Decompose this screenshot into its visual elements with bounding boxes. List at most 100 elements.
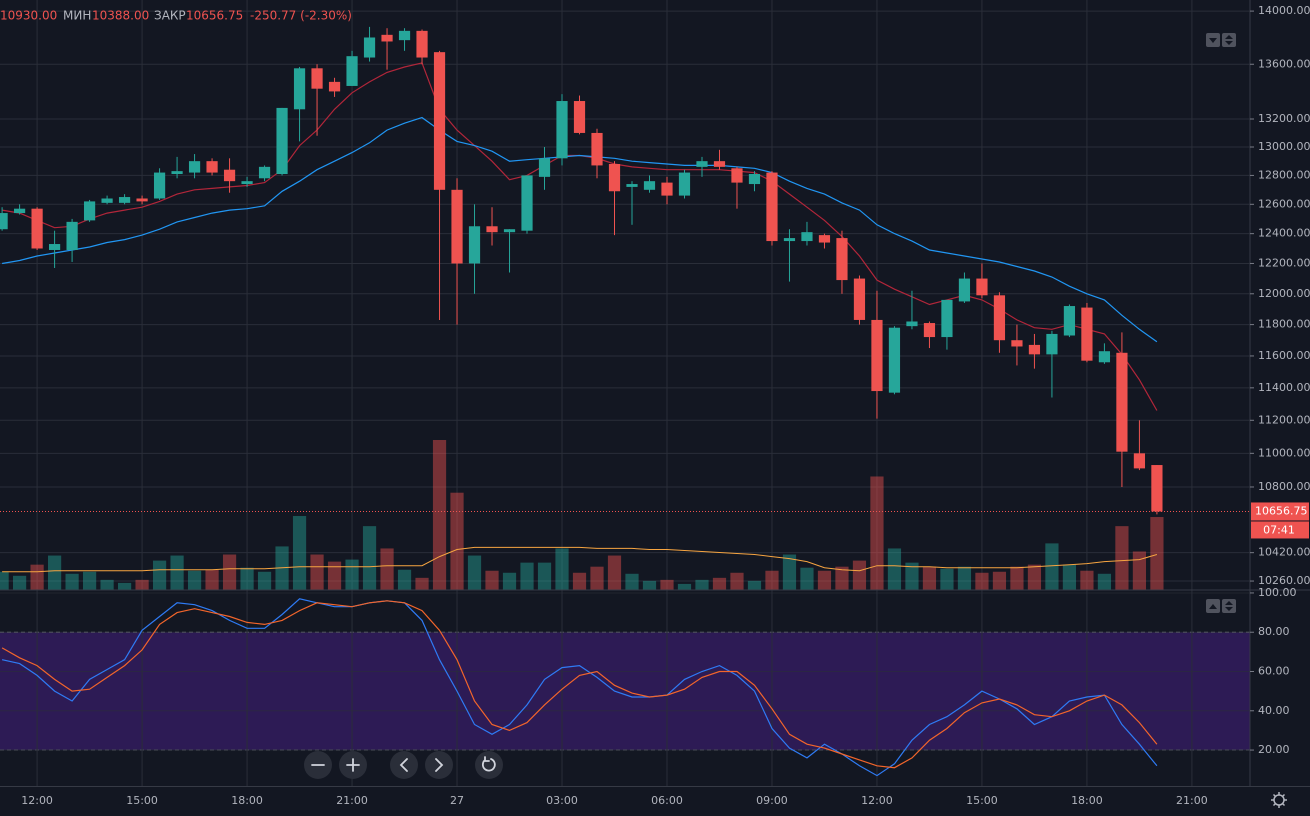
- x-tick-label: 03:00: [546, 794, 578, 807]
- volume-bar: [100, 579, 114, 590]
- header-close-label: ЗАКР: [154, 9, 186, 23]
- candle-body: [573, 101, 586, 133]
- volume-bar: [327, 561, 342, 590]
- candle-body: [608, 164, 621, 192]
- y-tick-label: 13600.00: [1258, 57, 1310, 70]
- maximize-button[interactable]: [1222, 33, 1236, 47]
- plot-area: [0, 0, 1250, 786]
- y-tick-label: 10420.00: [1258, 546, 1310, 559]
- volume-bar: [0, 571, 9, 590]
- header: 10930.00 МИН 10388.00 ЗАКР 10656.75 -250…: [0, 9, 352, 23]
- candle-body: [801, 232, 813, 242]
- volume-bar: [65, 573, 79, 590]
- candle-body: [451, 189, 463, 264]
- volume-bar: [572, 572, 587, 590]
- candle-body: [188, 161, 201, 173]
- candle-body: [958, 278, 971, 302]
- y-tick-label: 12000.00: [1258, 287, 1310, 300]
- volume-bar: [1097, 573, 1112, 590]
- y-tick-label: 11000.00: [1258, 446, 1310, 459]
- y-tick-label: 100.00: [1258, 586, 1297, 599]
- candle-body: [83, 201, 96, 221]
- icon: [1225, 35, 1233, 45]
- header-low-label: МИН: [63, 9, 91, 23]
- candle-body: [748, 173, 761, 185]
- reset-button[interactable]: [475, 751, 503, 779]
- volume-bar: [782, 554, 797, 590]
- maximize-button[interactable]: [1222, 599, 1236, 613]
- candle-body: [626, 184, 638, 187]
- candle-body: [1011, 340, 1023, 347]
- volume-bar: [257, 571, 272, 590]
- candle-body: [241, 181, 253, 185]
- volume-bar: [30, 564, 44, 590]
- candle-body: [276, 107, 288, 174]
- volume-bar: [590, 566, 604, 590]
- volume-bar: [222, 554, 237, 590]
- y-tick-label: 12400.00: [1258, 227, 1310, 240]
- volume-bar: [432, 440, 447, 590]
- candle-body: [941, 299, 953, 338]
- candle-body: [1116, 352, 1128, 452]
- header-low: 10388.00: [92, 9, 149, 23]
- candle-body: [48, 244, 61, 250]
- candle-body: [223, 169, 236, 182]
- icon: [481, 756, 496, 772]
- volume-bar: [187, 570, 202, 590]
- x-tick-label: 15:00: [966, 794, 998, 807]
- y-tick-label: 14000.00: [1258, 4, 1310, 17]
- volume-bar: [152, 560, 167, 590]
- candle-body: [118, 197, 131, 203]
- candle-body: [766, 172, 778, 242]
- volume-bar: [852, 560, 867, 590]
- header-high: 10930.00: [0, 9, 57, 23]
- candle-body: [643, 181, 656, 190]
- y-tick-label: 40.00: [1258, 704, 1290, 717]
- scroll-right-button[interactable]: [425, 751, 453, 779]
- volume-bar: [712, 577, 727, 590]
- x-tick-label: 18:00: [1071, 794, 1103, 807]
- volume-bar: [1062, 564, 1077, 590]
- candle-body: [713, 161, 726, 167]
- volume-bar: [362, 526, 377, 590]
- candle-body: [836, 238, 848, 281]
- candle-body: [1098, 351, 1111, 363]
- candle-body: [398, 30, 411, 41]
- y-tick-label: 13000.00: [1258, 140, 1310, 153]
- volume-bar: [677, 583, 692, 590]
- candle-body: [923, 323, 936, 338]
- volume-bar: [397, 569, 412, 590]
- volume-bar: [607, 555, 622, 590]
- scroll-left-button[interactable]: [390, 751, 418, 779]
- candle-body: [853, 278, 866, 320]
- volume-bar: [1150, 517, 1164, 590]
- volume-bar: [642, 580, 657, 590]
- candle-body: [538, 158, 551, 177]
- volume-bar: [747, 580, 762, 590]
- candle-body: [381, 34, 393, 42]
- volume-bar: [170, 555, 184, 590]
- y-tick-label: 12600.00: [1258, 197, 1310, 210]
- x-tick-label: 21:00: [336, 794, 368, 807]
- candle-body: [66, 221, 78, 250]
- volume-bar: [82, 571, 97, 590]
- candle-body: [13, 208, 26, 214]
- volume-bar: [345, 559, 359, 590]
- volume-bar: [1045, 543, 1059, 590]
- x-tick-label: 12:00: [861, 794, 893, 807]
- volume-bar: [922, 566, 937, 590]
- x-tick-label: 27: [450, 794, 464, 807]
- oscillator-line: [1, 600, 1158, 769]
- candle-body: [346, 56, 358, 86]
- moving-average-line: [1, 116, 1158, 343]
- settings-button[interactable]: [1271, 792, 1287, 808]
- y-tick-label: 13200.00: [1258, 112, 1310, 125]
- volume-bar: [450, 492, 464, 590]
- volume-bar: [992, 571, 1007, 590]
- volume-bar: [625, 573, 639, 590]
- candle-body: [818, 235, 831, 243]
- last-price-marker: [1251, 502, 1309, 521]
- candle-body: [328, 81, 341, 92]
- volume-bar: [485, 570, 499, 590]
- candle-body: [591, 132, 603, 166]
